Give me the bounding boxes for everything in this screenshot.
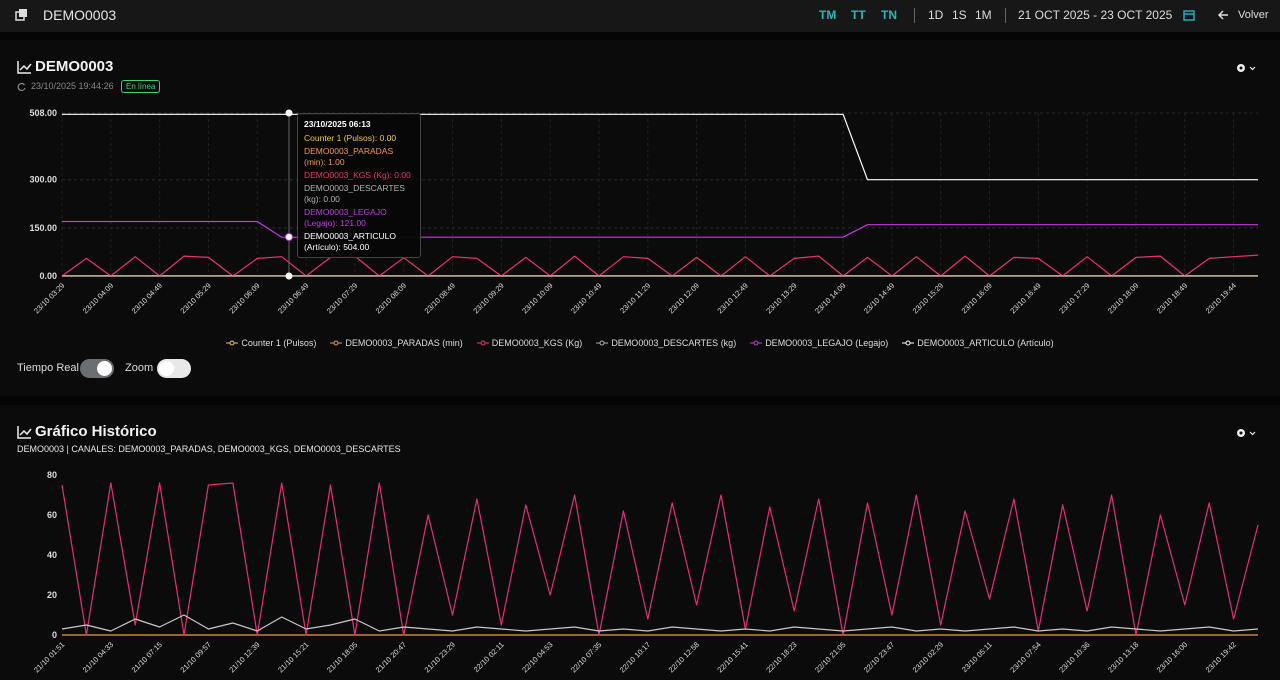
x-tick-label: 22/10 02:11	[472, 640, 506, 674]
x-tick-label: 21/10 18:05	[325, 640, 359, 674]
x-tick-label: 21/10 12:39	[227, 640, 261, 674]
tooltip-line: DEMO0003_LEGAJO (Legajo): 121.00	[304, 207, 414, 229]
y-tick-label: 80	[47, 470, 57, 480]
x-tick-label: 21/10 07:15	[130, 640, 164, 674]
x-tick-label: 23/10 16:00	[1155, 640, 1189, 674]
y-tick-label: 40	[47, 550, 57, 560]
x-tick-label: 22/10 23:47	[862, 640, 896, 674]
x-tick-label: 21/10 20:47	[374, 640, 408, 674]
y-tick-label: 0	[52, 630, 57, 640]
x-tick-label: 23/10 07:54	[1008, 640, 1042, 674]
x-tick-label: 22/10 10:17	[618, 640, 652, 674]
x-tick-label: 22/10 15:41	[715, 640, 749, 674]
x-tick-label: 22/10 18:23	[764, 640, 798, 674]
x-tick-label: 22/10 21:05	[813, 640, 847, 674]
x-tick-label: 21/10 15:21	[276, 640, 310, 674]
tooltip-line: DEMO0003_ARTICULO (Artículo): 504.00	[304, 231, 414, 253]
tooltip-line: DEMO0003_PARADAS (min): 1.00	[304, 146, 414, 168]
series-line	[62, 615, 1258, 631]
tooltip-line: DEMO0003_DESCARTES (kg): 0.00	[304, 183, 414, 205]
x-tick-label: 22/10 12:58	[667, 640, 701, 674]
x-tick-label: 23/10 13:18	[1106, 640, 1140, 674]
x-tick-label: 22/10 04:53	[520, 640, 554, 674]
x-tick-label: 21/10 23:29	[423, 640, 457, 674]
x-tick-label: 23/10 10:36	[1057, 640, 1091, 674]
tooltip: 23/10/2025 06:13 Counter 1 (Pulsos): 0.0…	[297, 113, 421, 258]
x-tick-label: 22/10 07:35	[569, 640, 603, 674]
x-tick-label: 23/10 05:11	[960, 640, 994, 674]
tooltip-line: Counter 1 (Pulsos): 0.00	[304, 133, 414, 144]
tooltip-line: DEMO0003_KGS (Kg): 0.00	[304, 170, 414, 181]
x-tick-label: 21/10 01:51	[32, 640, 66, 674]
tooltip-title: 23/10/2025 06:13	[304, 119, 414, 130]
x-tick-label: 21/10 09:57	[178, 640, 212, 674]
y-tick-label: 20	[47, 590, 57, 600]
x-tick-label: 23/10 02:29	[911, 640, 945, 674]
x-tick-label: 23/10 19:42	[1204, 640, 1238, 674]
series-line	[62, 483, 1258, 635]
x-tick-label: 21/10 04:33	[81, 640, 115, 674]
y-tick-label: 60	[47, 510, 57, 520]
